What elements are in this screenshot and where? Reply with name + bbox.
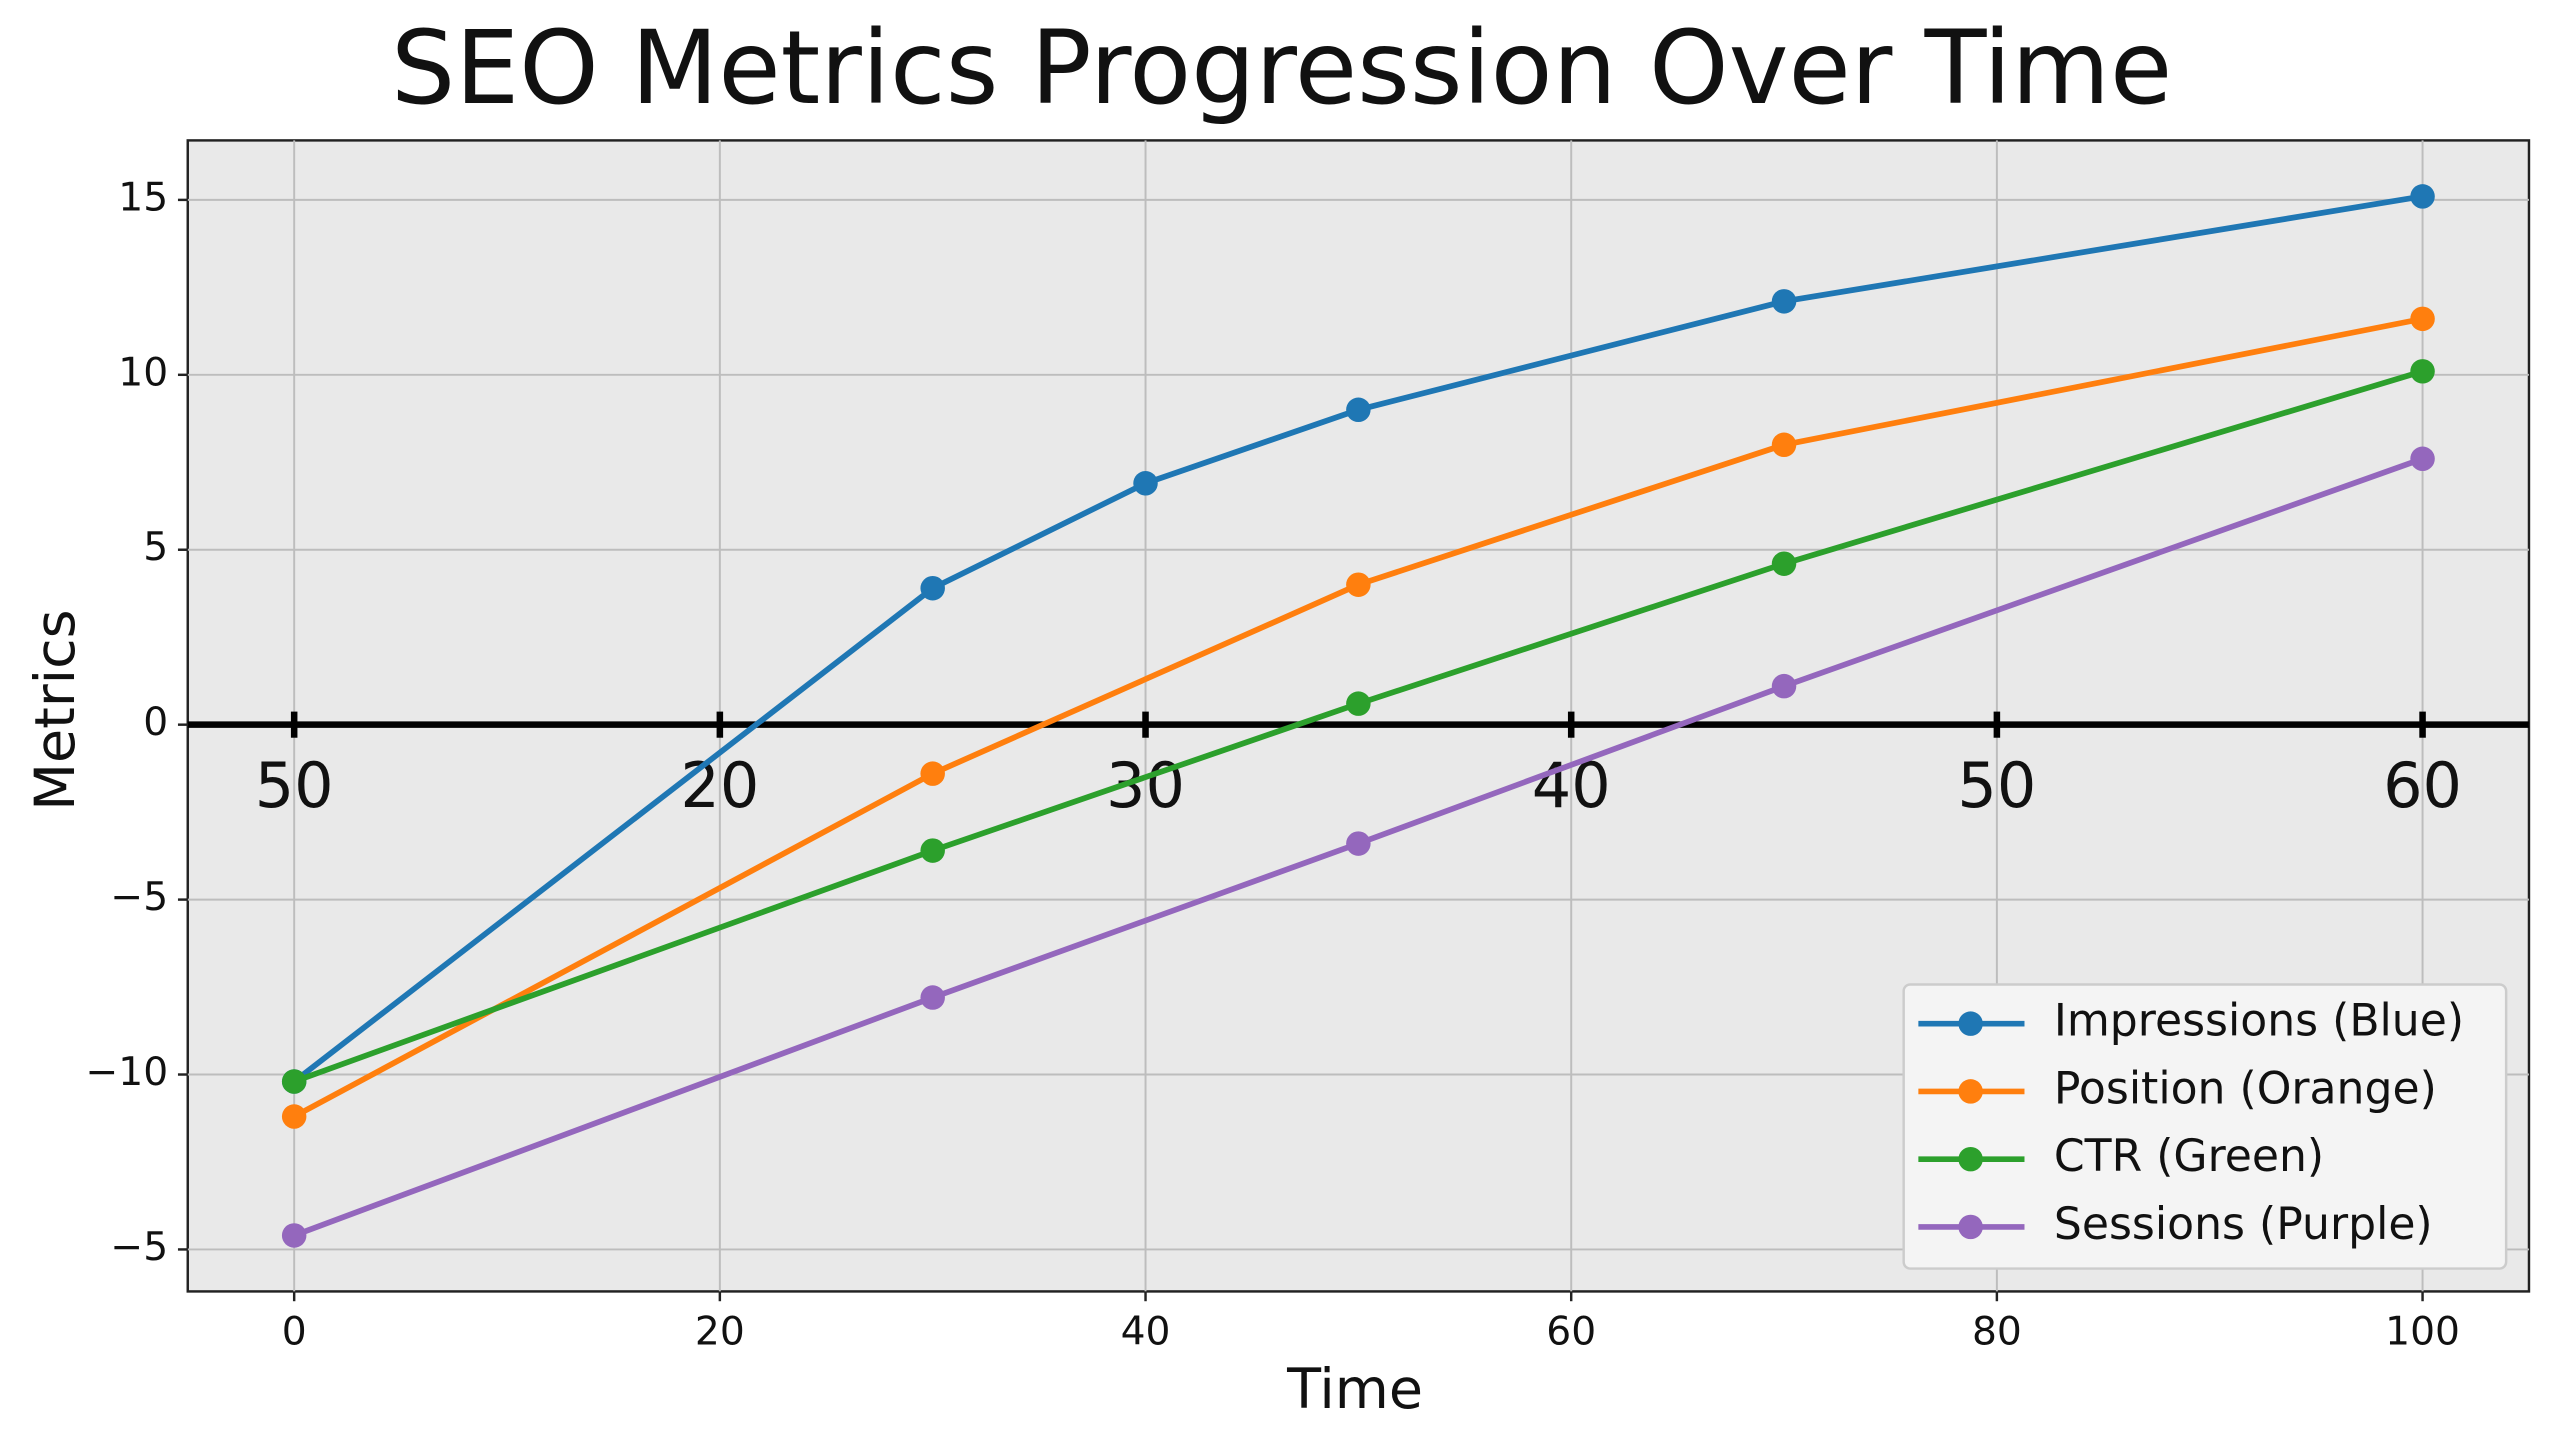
legend-label: Impressions (Blue) <box>2054 996 2464 1047</box>
data-point <box>920 838 945 863</box>
data-point <box>281 1069 307 1094</box>
x-tick-label: 60 <box>1546 1309 1596 1354</box>
legend-marker <box>1958 1146 1983 1172</box>
legend-marker <box>1958 1214 1983 1240</box>
data-point <box>1771 289 1797 314</box>
y-tick-label: 5 <box>143 525 168 570</box>
zero-axis-label: 40 <box>1532 749 1611 822</box>
chart-title: SEO Metrics Progression Over Time <box>391 9 2172 127</box>
y-axis-label: Metrics <box>23 609 88 810</box>
x-tick-label: 80 <box>1972 1309 2022 1354</box>
data-point <box>1771 673 1797 699</box>
data-point <box>1771 432 1797 458</box>
data-point <box>2410 184 2435 209</box>
zero-axis-label: 50 <box>255 749 334 822</box>
data-point <box>2410 306 2435 332</box>
data-point <box>2410 359 2435 384</box>
y-tick-label: 10 <box>118 350 168 395</box>
legend-marker <box>1958 1011 1983 1036</box>
legend-label: Position (Orange) <box>2054 1063 2437 1114</box>
data-point <box>920 575 945 601</box>
y-tick-label: −5 <box>110 1225 168 1270</box>
legend-marker <box>1958 1079 1983 1104</box>
data-point <box>1133 471 1158 496</box>
y-tick-label: −5 <box>110 875 168 920</box>
data-point <box>2410 446 2435 472</box>
x-tick-label: 100 <box>2385 1309 2460 1354</box>
x-axis-label: Time <box>1286 1357 1423 1422</box>
series-line <box>292 193 2424 1084</box>
x-tick-label: 20 <box>695 1309 745 1354</box>
data-point <box>1346 831 1371 856</box>
zero-axis-label: 60 <box>2383 749 2462 822</box>
y-tick-label: 0 <box>143 700 168 745</box>
data-point <box>1771 551 1797 576</box>
data-point <box>1346 572 1371 597</box>
y-tick-label: 15 <box>118 175 168 220</box>
y-tick-label: −10 <box>85 1050 168 1095</box>
legend-label: Sessions (Purple) <box>2054 1199 2433 1250</box>
data-point <box>1346 397 1371 423</box>
x-tick-label: 0 <box>282 1309 307 1354</box>
zero-axis-label: 50 <box>1957 749 2036 822</box>
data-point <box>281 1104 307 1129</box>
legend-box <box>1902 983 2508 1270</box>
data-point <box>920 761 945 786</box>
zero-axis-label: 20 <box>680 749 759 822</box>
data-point <box>1346 691 1371 716</box>
data-point <box>920 985 945 1010</box>
legend-label: CTR (Green) <box>2054 1131 2324 1182</box>
data-point <box>281 1223 307 1248</box>
x-tick-label: 40 <box>1121 1309 1171 1354</box>
